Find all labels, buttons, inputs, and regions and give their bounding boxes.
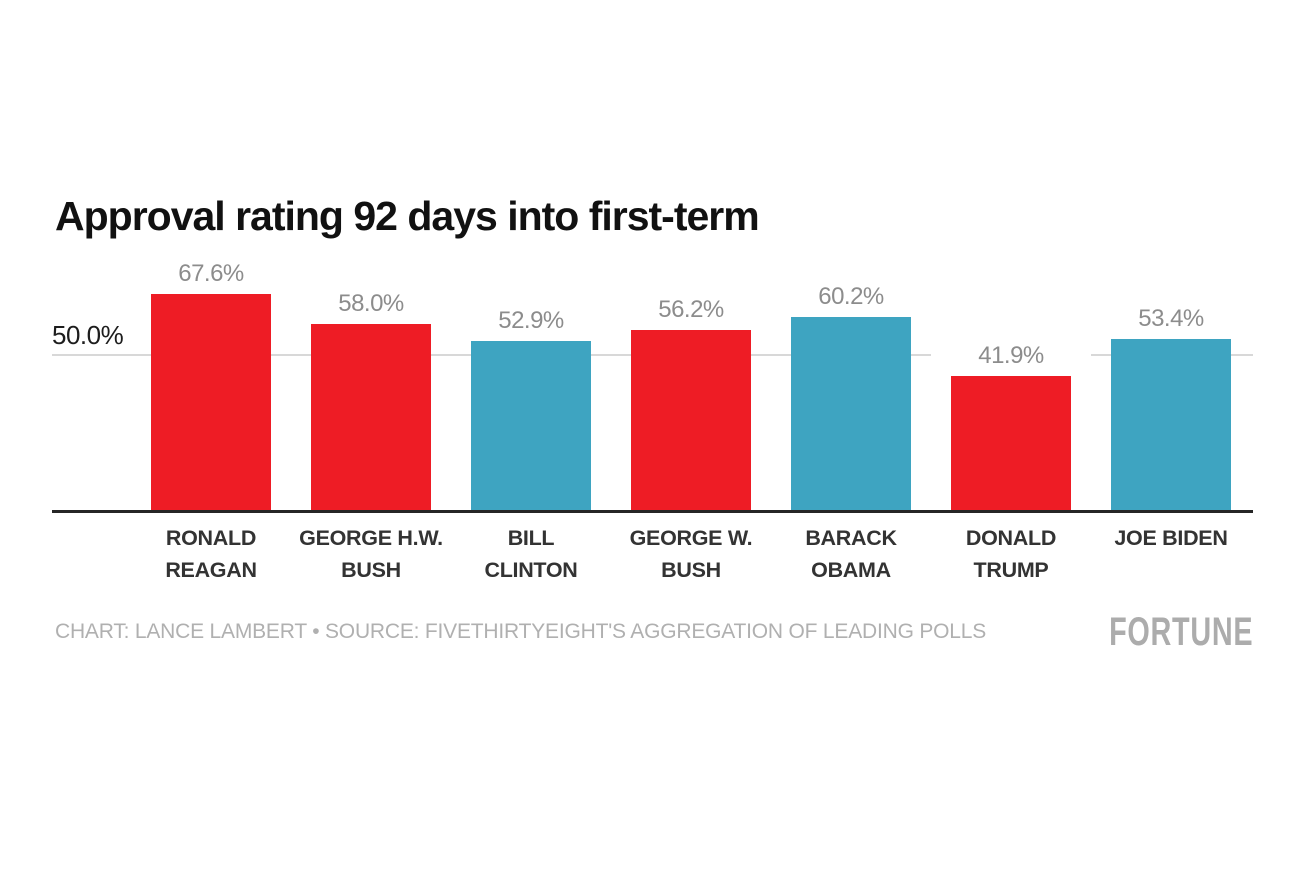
value-label: 53.4% (1091, 305, 1251, 333)
value-label: 56.2% (611, 296, 771, 324)
bar-barack-obama (791, 317, 911, 510)
bar-donald-trump (951, 376, 1071, 510)
x-axis-line (52, 510, 1253, 513)
x-axis-label: BILL CLINTON (484, 526, 578, 582)
bar-ronald-reagan (151, 294, 271, 510)
x-axis-label: GEORGE W. BUSH (629, 526, 753, 582)
x-axis-label: RONALD REAGAN (165, 526, 257, 582)
x-axis-label: JOE BIDEN (1114, 526, 1228, 550)
fortune-logo: FORTUNE (1108, 610, 1253, 654)
chart-title: Approval rating 92 days into first-term (55, 193, 760, 239)
bar-joe-biden (1111, 339, 1231, 510)
x-axis-label: BARACK OBAMA (805, 526, 897, 582)
bar-george-h-w-bush (311, 324, 431, 510)
y-axis-tick-label: 50.0% (52, 320, 124, 350)
bar-george-w-bush (631, 330, 751, 510)
value-label: 41.9% (931, 342, 1091, 370)
x-axis-label: GEORGE H.W. BUSH (299, 526, 443, 582)
value-label: 67.6% (131, 260, 291, 288)
bar-bill-clinton (471, 341, 591, 510)
value-label: 58.0% (291, 290, 451, 318)
x-axis-label: DONALD TRUMP (965, 526, 1057, 582)
value-label: 60.2% (771, 283, 931, 311)
chart-credit-source: CHART: LANCE LAMBERT • SOURCE: FIVETHIRT… (55, 620, 987, 643)
value-label: 52.9% (451, 307, 611, 335)
